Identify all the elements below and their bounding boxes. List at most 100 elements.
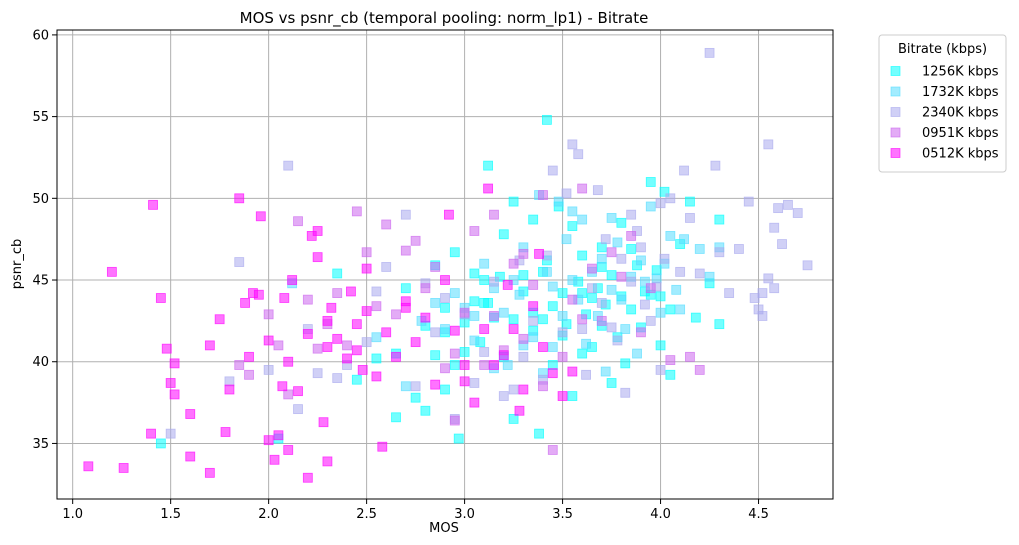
data-point [440, 384, 450, 395]
legend-item: 1732K kbps [890, 85, 999, 100]
x-tick-label: 1.0 [62, 507, 83, 522]
data-point [444, 209, 454, 220]
data-point [508, 414, 519, 424]
data-point [694, 365, 705, 375]
data-point [410, 392, 421, 403]
data-point [204, 340, 215, 351]
data-point [479, 347, 490, 357]
data-point [361, 337, 372, 348]
data-point [449, 348, 460, 359]
data-point [430, 350, 441, 361]
data-point [322, 315, 333, 326]
data-point [600, 366, 611, 377]
data-point [577, 324, 588, 334]
data-point [400, 283, 411, 294]
legend: Bitrate (kbps) 1256K kbps 1732K kbps 2340K… [878, 34, 1007, 173]
data-point [714, 247, 725, 258]
data-point [769, 283, 780, 294]
data-point [479, 298, 490, 308]
data-point [469, 311, 480, 321]
data-point [469, 397, 480, 408]
data-point [596, 315, 607, 326]
data-point [592, 185, 603, 196]
data-point [655, 365, 666, 375]
data-point [479, 275, 490, 285]
data-point [596, 298, 607, 308]
data-point [269, 454, 280, 465]
data-point [714, 214, 725, 225]
series-0 [155, 114, 725, 449]
y-tick-label: 35 [32, 437, 49, 452]
data-point [161, 343, 172, 354]
data-point [293, 216, 303, 227]
data-point [220, 427, 231, 437]
data-point [587, 293, 597, 303]
data-point [204, 467, 215, 478]
data-point [573, 149, 584, 160]
data-point [769, 222, 780, 233]
data-point [371, 301, 382, 312]
x-tick-label: 3.5 [552, 507, 573, 522]
data-point [694, 268, 705, 279]
data-point [351, 374, 362, 385]
data-point [400, 209, 411, 220]
data-point [690, 312, 701, 323]
data-point [420, 283, 431, 294]
data-point [106, 266, 117, 277]
data-point [541, 266, 552, 277]
legend-label: 1256K kbps [922, 65, 999, 80]
data-point [234, 360, 245, 370]
data-point [469, 226, 480, 236]
data-point [665, 304, 676, 315]
data-point [342, 353, 352, 364]
data-point [508, 324, 519, 334]
data-point [541, 114, 552, 125]
data-point [459, 317, 470, 328]
data-point [659, 253, 670, 264]
data-point [459, 307, 470, 318]
data-point [502, 360, 513, 370]
data-point [636, 255, 646, 266]
data-point [371, 353, 382, 364]
data-point [381, 327, 392, 338]
data-point [508, 384, 519, 395]
y-tick-label: 50 [32, 192, 49, 207]
data-point [665, 369, 676, 380]
data-point [391, 309, 401, 320]
legend-items: 1256K kbps 1732K kbps 2340K kbps 0951K kbps… [890, 65, 999, 162]
data-point [783, 199, 793, 210]
x-tick-label: 4.0 [650, 507, 671, 522]
data-point [312, 226, 323, 236]
data-point [557, 311, 568, 321]
x-tick-label: 1.5 [160, 507, 181, 522]
data-point [655, 307, 666, 318]
data-point [620, 387, 631, 398]
series-4 [83, 183, 578, 483]
data-point [361, 306, 372, 316]
data-point [685, 196, 695, 207]
data-point [655, 340, 666, 351]
data-point [773, 203, 784, 214]
data-point [449, 415, 460, 426]
data-point [440, 324, 450, 334]
data-point [508, 196, 519, 207]
series-2 [165, 47, 813, 439]
data-point [449, 360, 460, 370]
data-point [332, 288, 343, 298]
x-tick-label: 4.5 [748, 507, 769, 522]
data-point [169, 389, 180, 400]
y-tick-label: 55 [32, 110, 49, 125]
data-point [381, 219, 392, 230]
data-point [626, 209, 637, 220]
chart-title: MOS vs psnr_cb (temporal pooling: norm_l… [240, 9, 649, 28]
x-tick-label: 3.0 [454, 507, 475, 522]
data-point [381, 262, 392, 272]
y-tick-label: 45 [32, 274, 49, 289]
data-point [169, 358, 180, 369]
data-point [293, 386, 303, 397]
data-point [146, 428, 156, 439]
data-point [596, 262, 607, 272]
legend-marker [890, 127, 901, 138]
data-point [534, 248, 544, 259]
data-point [577, 214, 588, 225]
